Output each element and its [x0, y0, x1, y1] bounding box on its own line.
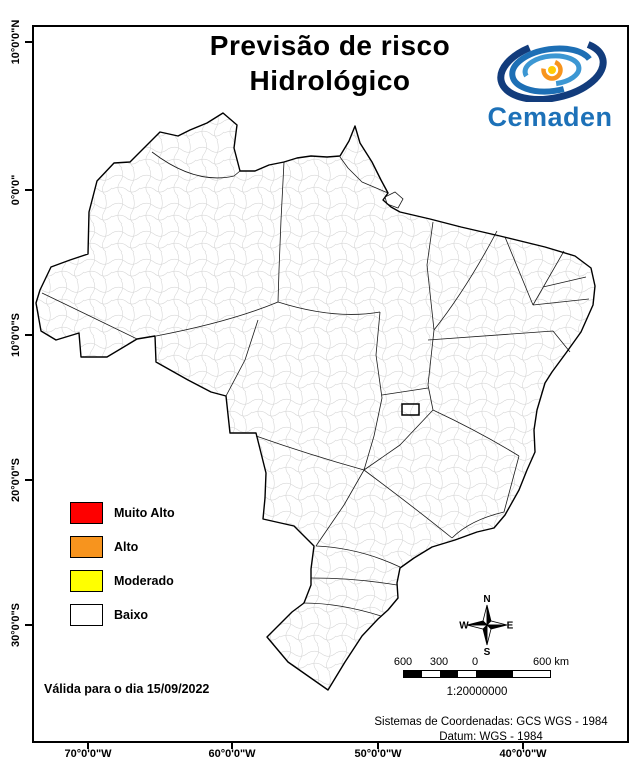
longitude-label: 40°0'0"W: [499, 748, 547, 760]
scale-ratio: 1:20000000: [446, 686, 508, 698]
datum-note: Datum: WGS - 1984: [439, 731, 543, 743]
legend-swatch-baixo: [70, 604, 103, 626]
legend-label: Baixo: [114, 608, 149, 622]
legend-label: Moderado: [114, 574, 174, 588]
tick-0: [25, 189, 32, 191]
latitude-label: 10°0'0"S: [10, 312, 22, 358]
legend-label: Muito Alto: [114, 506, 175, 520]
title-line1: Previsão de risco: [209, 30, 451, 61]
legend-item: Baixo: [70, 604, 175, 626]
risk-legend: Muito Alto Alto Moderado Baixo: [70, 502, 175, 638]
scalebar-label-600km: 600 km: [532, 656, 570, 668]
state-boundaries: [41, 151, 590, 617]
legend-swatch-muito-alto: [70, 502, 103, 524]
latitude-label: 0°0'0": [10, 174, 22, 206]
page-title: Previsão de risco Hidrológico: [80, 28, 580, 98]
longitude-label: 70°0'0"W: [64, 748, 112, 760]
tick-30s: [25, 624, 32, 626]
compass-south-label: S: [484, 647, 491, 658]
legend-item: Moderado: [70, 570, 175, 592]
tick-70w: [87, 743, 89, 749]
cemaden-eye-icon: [497, 38, 607, 102]
tick-10s: [25, 334, 32, 336]
longitude-label: 50°0'0"W: [354, 748, 402, 760]
compass-north-label: N: [483, 594, 490, 605]
tick-60w: [231, 743, 233, 749]
latitude-label: 30°0'0"S: [10, 602, 22, 648]
coordinate-system-note: Sistemas de Coordenadas: GCS WGS - 1984: [374, 716, 608, 728]
latitude-label: 20°0'0"S: [10, 457, 22, 503]
legend-item: Alto: [70, 536, 175, 558]
scale-bar: [403, 670, 551, 678]
df-boundary: [401, 403, 420, 416]
latitude-label: 10°0'0"N: [10, 19, 22, 65]
tick-40w: [522, 743, 524, 749]
legend-label: Alto: [114, 540, 139, 554]
scalebar-label-0: 0: [471, 656, 479, 668]
legend-swatch-moderado: [70, 570, 103, 592]
compass-west-label: W: [459, 621, 469, 632]
scalebar-label-300: 300: [429, 656, 449, 668]
title-line2: Hidrológico: [249, 65, 411, 96]
brazil-map: [35, 112, 596, 691]
tick-50w: [377, 743, 379, 749]
legend-item: Muito Alto: [70, 502, 175, 524]
compass-east-label: E: [507, 621, 514, 632]
scalebar-label-600-left: 600: [393, 656, 413, 668]
cemaden-wordmark: Cemaden: [487, 102, 613, 132]
legend-swatch-alto: [70, 536, 103, 558]
compass-rose-icon: N S E W: [459, 594, 514, 658]
tick-20s: [25, 479, 32, 481]
tick-10n: [25, 41, 32, 43]
validity-date: Válida para o dia 15/09/2022: [44, 682, 210, 696]
longitude-label: 60°0'0"W: [208, 748, 256, 760]
